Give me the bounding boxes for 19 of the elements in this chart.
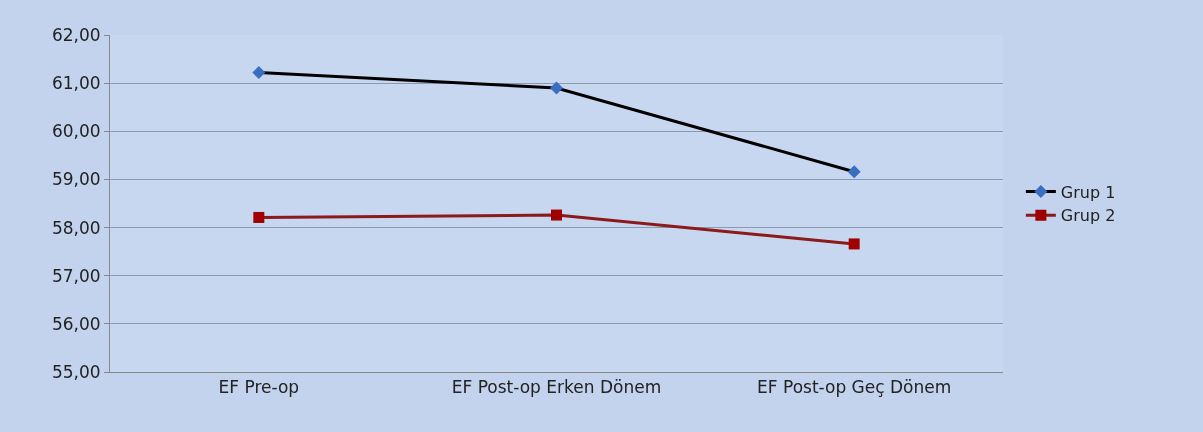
- point: [551, 209, 562, 221]
- point: [847, 165, 861, 179]
- x-tick-label: EF Pre-op: [218, 377, 300, 398]
- point: [252, 66, 266, 80]
- y-tick-label: 57,00: [51, 265, 101, 286]
- y-tick-label: 61,00: [51, 73, 101, 94]
- legend-label: Grup 1: [1060, 182, 1116, 202]
- y-tick-label: 55,00: [51, 361, 101, 382]
- legend-label: Grup 2: [1060, 206, 1116, 226]
- point: [550, 81, 563, 95]
- y-tick-label: 59,00: [51, 169, 101, 190]
- x-tick-label: EF Post-op Erken Dönem: [451, 377, 662, 398]
- y-tick-label: 58,00: [51, 217, 101, 238]
- y-tick-label: 60,00: [51, 121, 101, 142]
- y-tick-label: 62,00: [51, 24, 101, 45]
- point: [253, 211, 265, 223]
- point: [848, 238, 860, 250]
- x-tick-label: EF Post-op Geç Dönem: [757, 377, 952, 398]
- y-tick-label: 56,00: [51, 313, 101, 334]
